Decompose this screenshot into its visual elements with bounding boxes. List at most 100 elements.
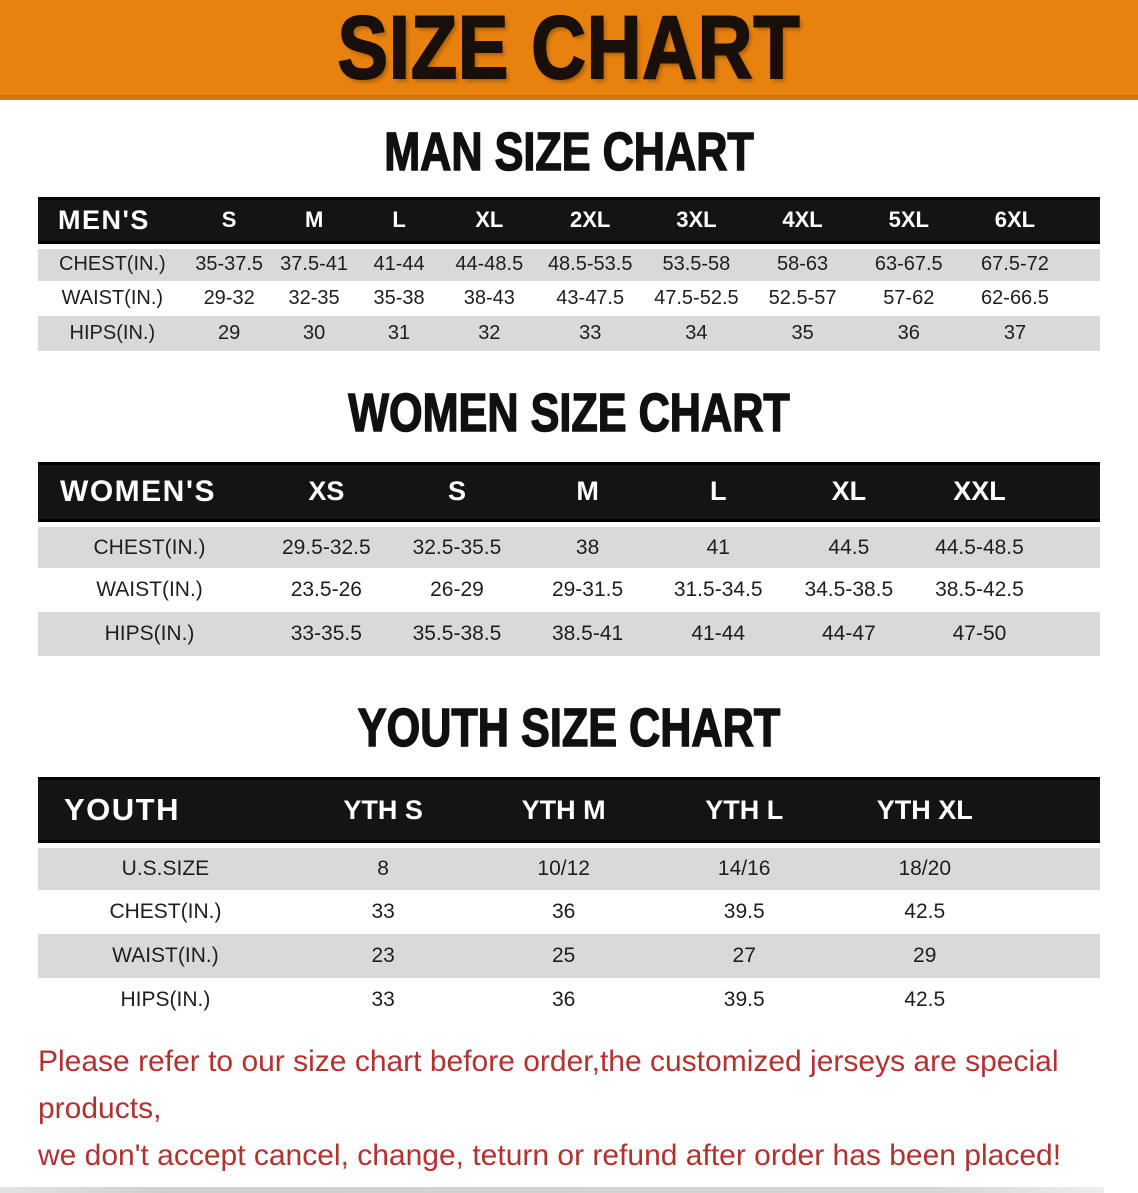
women-row-label-waist-in: WAIST(IN.) bbox=[38, 568, 262, 613]
men-row-chest-in: CHEST(IN.) 35-37.5 37.5-41 41-44 44-48.5 48.5… bbox=[38, 243, 1100, 282]
youth-row-label-u-s-size: U.S.SIZE bbox=[38, 843, 293, 890]
men-column-header-xl: XL bbox=[441, 196, 538, 247]
men-row-filler bbox=[1068, 316, 1100, 352]
page-title: SIZE CHART bbox=[337, 0, 801, 98]
women-cell-waist-in-xxl: 38.5-42.5 bbox=[914, 568, 1045, 613]
youth-row-u-s-size: U.S.SIZE 8 10/12 14/16 18/20 bbox=[38, 843, 1100, 890]
women-cell-waist-in-m: 29-31.5 bbox=[522, 568, 653, 613]
men-column-header-s: S bbox=[186, 196, 272, 247]
youth-cell-u-s-size-yth-xl: 18/20 bbox=[834, 843, 1015, 890]
youth-column-header-yth-l: YTH L bbox=[653, 777, 835, 846]
women-cell-chest-in-m: 38 bbox=[522, 521, 653, 569]
youth-cell-waist-in-yth-l: 27 bbox=[653, 933, 835, 978]
youth-header-row: YOUTH YTH S YTH M YTH L YTH XL bbox=[38, 777, 1100, 846]
youth-row-filler bbox=[1015, 889, 1100, 934]
order-notice: Please refer to our size chart before or… bbox=[38, 1038, 1118, 1179]
women-header-filler bbox=[1044, 461, 1100, 525]
men-cell-chest-in-4xl: 58-63 bbox=[749, 243, 856, 282]
men-cell-waist-in-s: 29-32 bbox=[186, 281, 272, 317]
youth-cell-hips-in-yth-s: 33 bbox=[292, 977, 474, 1022]
youth-cell-waist-in-yth-m: 25 bbox=[473, 933, 654, 978]
youth-cell-hips-in-yth-m: 36 bbox=[473, 977, 654, 1022]
men-column-header-4xl: 4XL bbox=[749, 196, 856, 247]
women-column-header-s: S bbox=[391, 461, 523, 525]
men-cell-hips-in-6xl: 37 bbox=[961, 316, 1069, 352]
men-header-row: MEN'S S M L XL 2XL 3XL 4XL 5XL 6XL bbox=[38, 196, 1100, 247]
youth-cell-hips-in-yth-l: 39.5 bbox=[653, 977, 835, 1022]
women-row-hips-in: HIPS(IN.) 33-35.5 35.5-38.5 38.5-41 41-44 44-… bbox=[38, 612, 1100, 657]
youth-row-label-hips-in: HIPS(IN.) bbox=[38, 977, 293, 1022]
men-cell-hips-in-3xl: 34 bbox=[643, 316, 750, 352]
men-row-label-waist-in: WAIST(IN.) bbox=[38, 281, 187, 317]
youth-row-chest-in: CHEST(IN.) 33 36 39.5 42.5 bbox=[38, 889, 1100, 934]
men-header-filler bbox=[1068, 196, 1100, 247]
youth-cell-chest-in-yth-xl: 42.5 bbox=[834, 889, 1015, 934]
men-cell-waist-in-l: 35-38 bbox=[356, 281, 442, 317]
women-cell-waist-in-xl: 34.5-38.5 bbox=[783, 568, 915, 613]
women-row-label-hips-in: HIPS(IN.) bbox=[38, 612, 262, 657]
men-chart-heading-text: MAN SIZE CHART bbox=[384, 122, 755, 182]
men-cell-hips-in-5xl: 36 bbox=[855, 316, 962, 352]
men-row-label-chest-in: CHEST(IN.) bbox=[38, 243, 187, 282]
youth-row-label-waist-in: WAIST(IN.) bbox=[38, 933, 293, 978]
men-cell-chest-in-2xl: 48.5-53.5 bbox=[537, 243, 644, 282]
women-row-filler bbox=[1044, 612, 1100, 657]
men-cell-waist-in-xl: 38-43 bbox=[441, 281, 538, 317]
youth-header-filler bbox=[1015, 777, 1100, 846]
youth-cell-u-s-size-yth-m: 10/12 bbox=[473, 843, 654, 890]
men-cell-chest-in-3xl: 53.5-58 bbox=[643, 243, 750, 282]
youth-column-header-yth-m: YTH M bbox=[473, 777, 654, 846]
men-cell-hips-in-l: 31 bbox=[356, 316, 442, 352]
men-column-header-l: L bbox=[356, 196, 442, 247]
youth-cell-u-s-size-yth-s: 8 bbox=[292, 843, 474, 890]
women-corner-label: WOMEN'S bbox=[38, 461, 262, 525]
men-row-filler bbox=[1068, 243, 1100, 282]
men-row-label-hips-in: HIPS(IN.) bbox=[38, 316, 187, 352]
men-cell-waist-in-2xl: 43-47.5 bbox=[537, 281, 644, 317]
youth-corner-label: YOUTH bbox=[38, 777, 293, 846]
women-cell-waist-in-s: 26-29 bbox=[391, 568, 523, 613]
youth-row-filler bbox=[1015, 933, 1100, 978]
youth-chart-heading: YOUTH SIZE CHART bbox=[0, 698, 1138, 759]
women-chart-heading-text: WOMEN SIZE CHART bbox=[348, 383, 791, 444]
youth-row-waist-in: WAIST(IN.) 23 25 27 29 bbox=[38, 933, 1100, 978]
women-chart-heading: WOMEN SIZE CHART bbox=[0, 383, 1138, 444]
men-chart-heading: MAN SIZE CHART bbox=[0, 122, 1138, 182]
youth-chart-heading-text: YOUTH SIZE CHART bbox=[357, 698, 781, 759]
youth-cell-chest-in-yth-m: 36 bbox=[473, 889, 654, 934]
youth-size-table: YOUTH YTH S YTH M YTH L YTH XL U.S.SIZE 8 10/12… bbox=[38, 777, 1100, 1022]
youth-column-header-yth-s: YTH S bbox=[292, 777, 474, 846]
men-row-hips-in: HIPS(IN.) 29 30 31 32 33 34 35 36 37 bbox=[38, 316, 1100, 352]
women-cell-hips-in-l: 41-44 bbox=[652, 612, 784, 657]
women-row-chest-in: CHEST(IN.) 29.5-32.5 32.5-35.5 38 41 44.5 44.5… bbox=[38, 521, 1100, 569]
men-cell-hips-in-xl: 32 bbox=[441, 316, 538, 352]
men-cell-waist-in-4xl: 52.5-57 bbox=[749, 281, 856, 317]
women-row-filler bbox=[1044, 521, 1100, 569]
men-cell-hips-in-s: 29 bbox=[186, 316, 272, 352]
men-row-filler bbox=[1068, 281, 1100, 317]
women-column-header-xs: XS bbox=[261, 461, 392, 525]
men-cell-chest-in-6xl: 67.5-72 bbox=[961, 243, 1069, 282]
men-cell-waist-in-6xl: 62-66.5 bbox=[961, 281, 1069, 317]
men-column-header-3xl: 3XL bbox=[643, 196, 750, 247]
notice-line-2: we don't accept cancel, change, teturn o… bbox=[38, 1138, 1062, 1172]
women-size-table: WOMEN'S XS S M L XL XXL CHEST(IN.) 29.5-32.5 32.5… bbox=[38, 461, 1100, 657]
women-cell-waist-in-xs: 23.5-26 bbox=[261, 568, 392, 613]
women-cell-hips-in-m: 38.5-41 bbox=[522, 612, 653, 657]
men-size-section: MAN SIZE CHART MEN'S S M L XL 2XL 3XL 4XL 5XL 6XL… bbox=[0, 122, 1138, 352]
men-cell-waist-in-5xl: 57-62 bbox=[855, 281, 962, 317]
youth-cell-hips-in-yth-xl: 42.5 bbox=[834, 977, 1015, 1022]
women-cell-chest-in-l: 41 bbox=[652, 521, 784, 569]
banner: SIZE CHART bbox=[0, 0, 1138, 100]
youth-column-header-yth-xl: YTH XL bbox=[834, 777, 1015, 846]
women-column-header-xl: XL bbox=[783, 461, 915, 525]
men-cell-chest-in-xl: 44-48.5 bbox=[441, 243, 538, 282]
women-cell-hips-in-xl: 44-47 bbox=[783, 612, 915, 657]
youth-cell-chest-in-yth-l: 39.5 bbox=[653, 889, 835, 934]
youth-cell-chest-in-yth-s: 33 bbox=[292, 889, 474, 934]
youth-size-section: YOUTH SIZE CHART YOUTH YTH S YTH M YTH L YTH… bbox=[0, 698, 1138, 1022]
men-cell-chest-in-l: 41-44 bbox=[356, 243, 442, 282]
women-cell-chest-in-xs: 29.5-32.5 bbox=[261, 521, 392, 569]
bottom-strip bbox=[0, 1186, 1104, 1193]
